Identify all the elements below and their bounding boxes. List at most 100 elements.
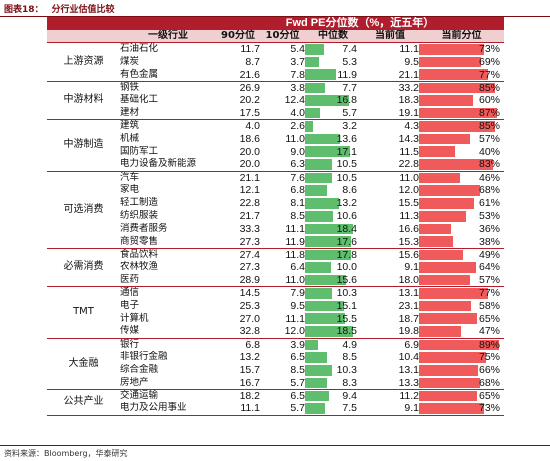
median-bar	[305, 377, 327, 388]
current-value: 9.1	[361, 402, 419, 416]
p10-value: 7.6	[290, 171, 305, 184]
percentile-bar	[419, 300, 471, 312]
median-bar	[305, 210, 333, 222]
table-row: 计算机 27.0 11.1 15.5 18.7 65%	[47, 312, 504, 325]
percentile-value: 58%	[478, 299, 500, 312]
median-bar	[305, 95, 349, 106]
median-value: 17.8	[336, 248, 357, 261]
table-row: 传媒 32.8 12.0 18.5 19.8 47%	[47, 325, 504, 339]
table-row: 消费者服务 33.3 11.1 18.4 16.6 36%	[47, 223, 504, 236]
p10-value: 4.0	[260, 106, 305, 121]
valuation-table: Fwd PE分位数（%，近五年） 一级行业 90分位 10分位 中位数 当前值 …	[47, 17, 504, 416]
median-value: 17.1	[336, 145, 357, 158]
percentile-cell: 87%	[419, 106, 504, 121]
median-value: 3.2	[342, 120, 357, 133]
table-row: 家电 12.1 6.8 8.6 12.0 68%	[47, 184, 504, 197]
industry-name: 通信	[120, 287, 140, 299]
percentile-bar	[419, 95, 473, 106]
median-bar	[305, 133, 341, 145]
median-bar	[305, 313, 346, 325]
header-percentile: 当前分位	[419, 29, 504, 44]
percentile-bar	[419, 223, 452, 235]
p90-value: 27.3	[216, 235, 260, 249]
p10-value: 12.0	[260, 325, 305, 339]
table-row: 建材 17.5 4.0 5.7 19.1 87%	[47, 106, 504, 121]
percentile-cell: 40%	[419, 145, 504, 158]
current-value: 11.1	[399, 43, 419, 56]
p10-value: 8.5	[290, 210, 305, 223]
industry-name: 钢铁	[120, 81, 140, 93]
bottom-rule	[0, 445, 550, 446]
percentile-cell: 60%	[419, 94, 504, 107]
table-row: 国防军工 20.0 9.0 17.1 11.5 40%	[47, 145, 504, 158]
median-bar	[305, 300, 345, 312]
percentile-value: 83%	[478, 158, 500, 171]
median-cell: 16.8	[305, 94, 361, 107]
p10-value: 11.9	[260, 235, 305, 249]
median-cell: 5.3	[305, 56, 361, 69]
industry-name: 基础化工	[120, 94, 159, 106]
median-value: 17.6	[336, 235, 357, 248]
percentile-cell: 77%	[419, 287, 504, 300]
percentile-cell: 58%	[419, 300, 504, 313]
p10-value: 12.4	[284, 94, 305, 107]
table-row: 必需消费 食品饮料 27.4 11.8 17.8 15.6 49%	[47, 248, 504, 288]
median-value: 9.4	[342, 390, 357, 403]
percentile-cell: 68%	[419, 184, 504, 197]
industry-name: 轻工制造	[120, 197, 159, 209]
p10-value: 7.8	[260, 68, 305, 82]
percentile-cell: 53%	[419, 210, 504, 223]
percentile-value: 65%	[478, 312, 500, 325]
percentile-value: 73%	[478, 43, 500, 56]
percentile-bar	[419, 197, 474, 209]
median-cell: 13.6	[305, 133, 361, 146]
median-bar	[305, 159, 333, 170]
median-bar	[305, 339, 318, 350]
percentile-value: 57%	[478, 133, 500, 146]
header-current: 当前值	[361, 29, 419, 44]
p90-value: 27.0	[239, 312, 260, 325]
figure-caption: 分行业估值比较	[51, 5, 115, 15]
source-note: 资料来源：Bloomberg，华泰研究	[4, 449, 128, 458]
percentile-value: 46%	[478, 171, 500, 184]
p10-value: 9.0	[290, 145, 305, 158]
percentile-value: 65%	[478, 390, 500, 403]
p10-value: 6.4	[290, 261, 305, 274]
table-row: 医药 28.9 11.0 15.6 18.0 57%	[47, 273, 504, 288]
median-cell: 10.6	[305, 210, 361, 223]
median-cell: 8.6	[305, 184, 361, 197]
p10-value: 6.5	[290, 390, 305, 403]
table-row: TMT 通信 14.5 7.9 10.3 13.1 77%	[47, 286, 504, 339]
industry-name: 机械	[120, 133, 140, 145]
median-cell: 7.4	[305, 43, 361, 56]
p10-value: 5.4	[290, 43, 305, 56]
percentile-value: 66%	[478, 364, 500, 377]
percentile-cell: 66%	[419, 364, 504, 377]
percentile-bar	[419, 274, 470, 286]
median-value: 15.6	[336, 274, 357, 287]
current-value: 18.0	[361, 273, 419, 288]
percentile-cell: 46%	[419, 171, 504, 184]
median-value: 7.4	[342, 43, 357, 56]
table-row: 农林牧渔 27.3 6.4 10.0 9.1 64%	[47, 261, 504, 274]
industry-name: 建材	[120, 106, 216, 121]
median-bar	[305, 351, 328, 363]
percentile-bar	[419, 172, 461, 183]
median-value: 10.5	[336, 171, 357, 184]
median-cell: 8.3	[305, 376, 361, 390]
current-value: 13.1	[398, 287, 419, 300]
industry-name: 食品饮料	[120, 248, 159, 260]
median-value: 18.5	[336, 325, 357, 338]
p90-value: 20.0	[216, 158, 260, 172]
median-value: 7.7	[342, 81, 357, 94]
median-cell: 7.7	[305, 81, 361, 94]
median-value: 10.3	[336, 364, 357, 377]
table-row: 房地产 16.7 5.7 8.3 13.3 68%	[47, 376, 504, 390]
median-value: 10.6	[336, 210, 357, 223]
median-value: 10.5	[336, 158, 357, 171]
percentile-bar	[419, 146, 455, 158]
percentile-cell: 85%	[419, 81, 504, 94]
median-value: 15.5	[336, 312, 357, 325]
table-title: Fwd PE分位数（%，近五年）	[216, 17, 504, 30]
median-bar	[305, 56, 319, 68]
